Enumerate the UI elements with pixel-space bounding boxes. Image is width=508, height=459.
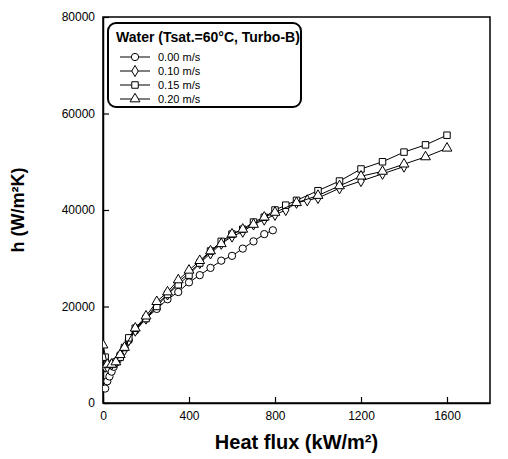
x-tick-label: 0 (100, 409, 107, 423)
y-tick: 20000 (62, 300, 109, 314)
series-marker (228, 252, 235, 259)
series-marker (120, 342, 130, 351)
x-tick: 1600 (434, 397, 461, 423)
y-tick-label: 0 (88, 396, 95, 410)
legend-entry: 0.20 m/s (120, 93, 201, 105)
y-axis-title: h (W/m²K) (8, 168, 28, 253)
series-marker (379, 159, 385, 165)
series-marker (269, 227, 276, 234)
x-axis-title: Heat flux (kW/m²) (215, 431, 378, 453)
x-tick-mark (447, 397, 448, 403)
series-marker (196, 271, 203, 278)
legend: Water (Tsat.=60°C, Turbo-B) 0.00 m/s 0.10 … (108, 23, 301, 107)
x-tick-label: 1200 (348, 409, 375, 423)
series-marker (261, 230, 268, 237)
legend-label: 0.10 m/s (158, 65, 201, 77)
legend-entry: 0.00 m/s (120, 51, 201, 63)
legend-label: 0.20 m/s (158, 93, 201, 105)
series-marker (401, 149, 407, 155)
series-marker (292, 197, 302, 206)
x-tick: 1200 (348, 397, 375, 423)
series-marker (207, 264, 214, 271)
y-tick: 0 (88, 396, 109, 410)
y-tick-label: 60000 (62, 107, 96, 121)
x-tick-mark (275, 397, 276, 403)
series-marker (175, 288, 182, 295)
x-axis: 0 400 800 1200 1600 (100, 397, 490, 423)
legend-label: 0.00 m/s (158, 51, 201, 63)
series-marker (218, 257, 225, 264)
series-marker (152, 296, 162, 305)
series-marker (335, 180, 345, 189)
series-line (105, 167, 404, 367)
series-marker (239, 245, 246, 252)
series-marker (130, 323, 140, 332)
y-tick: 80000 (62, 10, 109, 24)
series-marker (184, 265, 194, 274)
series-marker (141, 310, 151, 319)
series-marker (378, 166, 388, 175)
plot-frame (103, 17, 490, 403)
series-marker (227, 228, 237, 237)
series-marker (442, 143, 452, 152)
x-tick-label: 800 (265, 409, 285, 423)
legend-box (108, 23, 301, 107)
y-tick-mark (103, 306, 109, 307)
series-marker (421, 151, 431, 160)
x-tick-mark (361, 397, 362, 403)
series-marker (250, 238, 257, 245)
series-marker (216, 238, 226, 247)
y-tick-label: 20000 (62, 300, 96, 314)
y-axis: 0 20000 40000 60000 80000 (62, 10, 109, 410)
y-tick: 60000 (62, 107, 109, 121)
series-marker (103, 339, 108, 348)
legend-label: 0.15 m/s (158, 79, 201, 91)
series-marker (313, 190, 323, 199)
series-marker (259, 212, 269, 221)
series-line (105, 230, 273, 388)
series-marker (185, 279, 192, 286)
legend-marker (130, 93, 140, 102)
series-marker (163, 286, 173, 295)
legend-marker (132, 65, 138, 76)
series-marker (356, 171, 366, 180)
series-marker (249, 219, 259, 228)
series-marker (103, 385, 109, 392)
y-tick-mark (103, 403, 109, 404)
x-tick-mark (189, 397, 190, 403)
legend-entry: 0.10 m/s (120, 65, 201, 77)
legend-entry: 0.15 m/s (120, 79, 201, 91)
legend-title: Water (Tsat.=60°C, Turbo-B) (116, 29, 300, 45)
y-tick-mark (103, 17, 109, 18)
y-tick: 40000 (62, 203, 109, 217)
chart: 0 400 800 1200 1600 0 20000 40000 60000 80000 Wate… (0, 0, 508, 459)
x-tick: 800 (265, 397, 285, 423)
series-marker (238, 224, 248, 233)
series-line (105, 135, 447, 364)
data-layer (103, 132, 452, 392)
legend-marker (131, 53, 138, 60)
legend-marker (132, 82, 138, 88)
y-tick-label: 80000 (62, 10, 96, 24)
series-marker (444, 132, 450, 138)
plot-area: 0 400 800 1200 1600 0 20000 40000 60000 80000 Wate… (62, 10, 491, 422)
series-marker (270, 207, 280, 216)
x-tick-label: 400 (179, 409, 199, 423)
series-marker (399, 158, 409, 167)
series-line (103, 148, 447, 364)
series-marker (195, 255, 205, 264)
y-tick-mark (103, 210, 109, 211)
x-axis-line (104, 403, 491, 405)
x-tick-label: 1600 (434, 409, 461, 423)
x-tick: 400 (179, 397, 199, 423)
series-marker (422, 142, 428, 148)
series-marker (206, 245, 216, 254)
y-tick-mark (103, 113, 109, 114)
y-tick-label: 40000 (62, 203, 96, 217)
series-marker (173, 274, 183, 283)
